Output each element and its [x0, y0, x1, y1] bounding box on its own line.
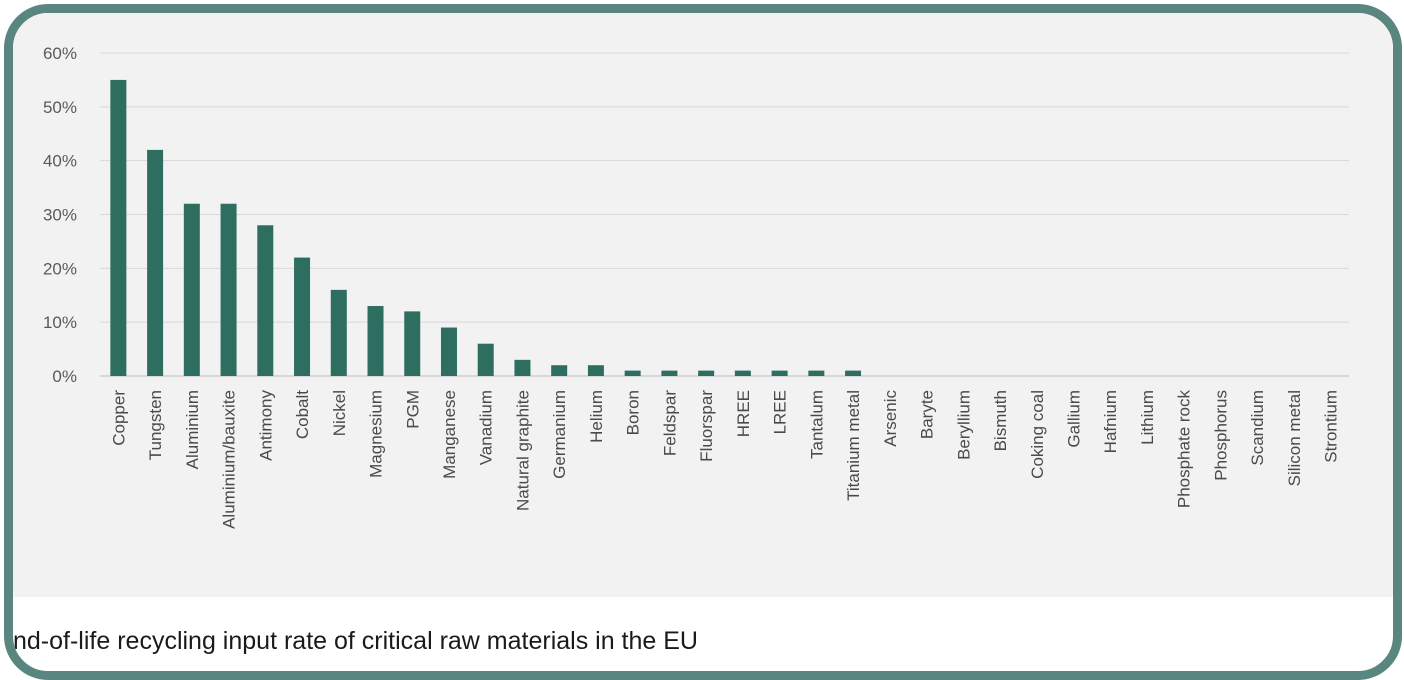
bar: [220, 203, 237, 376]
x-tick-label: Germanium: [550, 390, 569, 479]
y-tick-label: 10%: [43, 313, 77, 332]
x-tick-label: Manganese: [440, 390, 459, 479]
bar: [808, 370, 825, 376]
x-tick-label: Fluorspar: [697, 390, 716, 462]
y-tick-label: 50%: [43, 98, 77, 117]
x-tick-label: Coking coal: [1028, 390, 1047, 479]
x-tick-label: Boron: [624, 390, 643, 435]
x-tick-label: Nickel: [330, 390, 349, 436]
x-tick-label: Magnesium: [367, 390, 386, 478]
x-tick-label: Tungsten: [146, 390, 165, 460]
bar: [183, 203, 200, 376]
x-tick-label: Cobalt: [293, 390, 312, 439]
x-tick-label: Copper: [109, 390, 128, 446]
chart-frame: 0% 10% 20% 30% 40% 50% 60% Copper Tungsten Alumin…: [4, 4, 1402, 680]
bar: [624, 370, 641, 376]
x-tick-label: Baryte: [918, 390, 937, 439]
figure-caption: nd-of-life recycling input rate of criti…: [13, 627, 698, 655]
bar: [845, 370, 862, 376]
bar: [147, 149, 164, 376]
x-tick-label: Aluminium/bauxite: [220, 390, 239, 529]
bar: [367, 306, 384, 376]
x-tick-label: Vanadium: [477, 390, 496, 465]
bar: [551, 365, 568, 376]
y-tick-label: 60%: [43, 44, 77, 63]
y-tick-label: 30%: [43, 206, 77, 225]
x-tick-label: Gallium: [1064, 390, 1083, 448]
bar: [734, 370, 751, 376]
x-tick-label: Arsenic: [881, 390, 900, 447]
x-tick-label: Scandium: [1248, 390, 1267, 466]
bar: [661, 370, 678, 376]
x-tick-label: Natural graphite: [513, 390, 532, 511]
bar-chart: 0% 10% 20% 30% 40% 50% 60% Copper Tungsten Alumin…: [43, 44, 1349, 529]
y-tick-label: 20%: [43, 259, 77, 278]
bar: [477, 343, 494, 376]
x-tick-label: Antimony: [256, 390, 275, 461]
bar: [440, 327, 457, 376]
bar: [404, 311, 421, 376]
bar: [514, 359, 531, 376]
y-tick-label: 40%: [43, 152, 77, 171]
bar: [110, 79, 127, 377]
x-tick-label: LREE: [771, 390, 790, 434]
bar: [587, 365, 604, 376]
x-tick-label: Silicon metal: [1285, 390, 1304, 486]
x-tick-label: Hafnium: [1101, 390, 1120, 453]
x-tick-label: HREE: [734, 390, 753, 437]
bar: [257, 225, 274, 376]
y-tick-label: 0%: [52, 367, 77, 386]
bar: [294, 257, 311, 376]
x-tick-label: Lithium: [1138, 390, 1157, 445]
x-tick-label: Helium: [587, 390, 606, 443]
x-tick-label: PGM: [403, 390, 422, 429]
x-tick-label: Beryllium: [954, 390, 973, 460]
bar: [330, 289, 347, 376]
x-tick-label: Phosphorus: [1211, 390, 1230, 481]
x-tick-label: Titanium metal: [844, 390, 863, 501]
x-tick-label: Tantalum: [807, 390, 826, 459]
x-tick-label: Bismuth: [991, 390, 1010, 451]
x-tick-label: Phosphate rock: [1175, 390, 1194, 509]
x-tick-label: Feldspar: [660, 390, 679, 456]
bar: [698, 370, 715, 376]
bar: [771, 370, 788, 376]
x-tick-label: Aluminium: [183, 390, 202, 469]
chart-panel: 0% 10% 20% 30% 40% 50% 60% Copper Tungsten Alumin…: [13, 13, 1393, 597]
x-tick-label: Strontium: [1322, 390, 1341, 463]
